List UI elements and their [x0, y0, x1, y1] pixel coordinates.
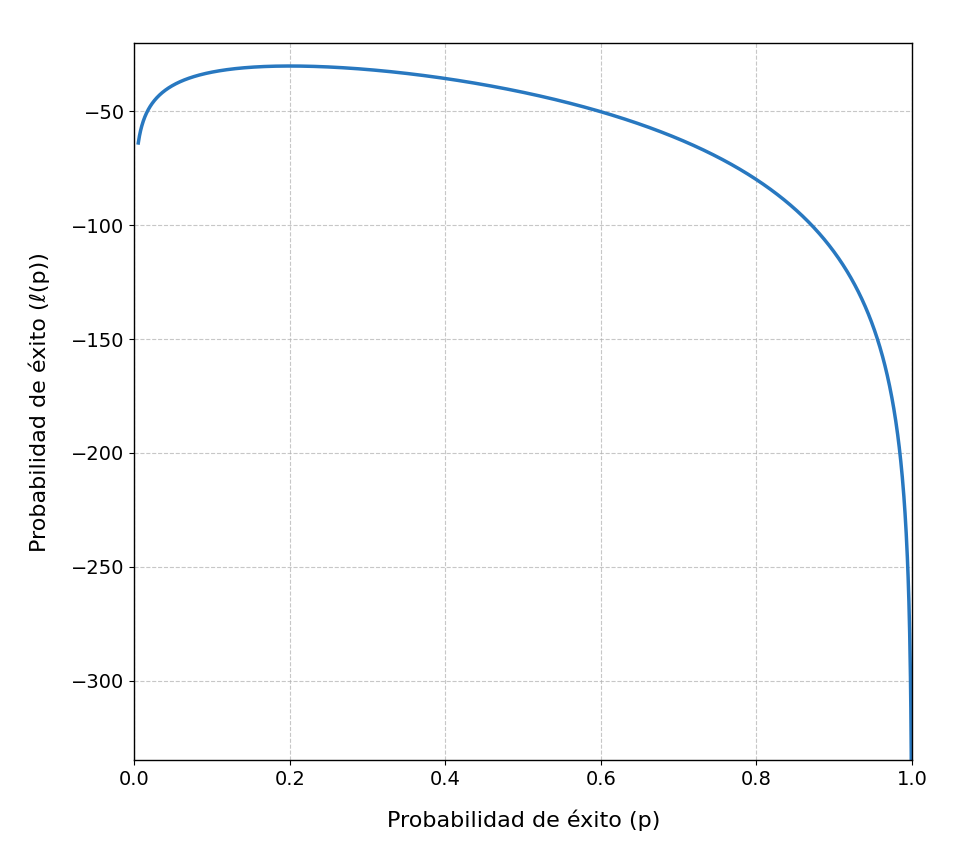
- X-axis label: Probabilidad de éxito (p): Probabilidad de éxito (p): [387, 810, 660, 831]
- Y-axis label: Probabilidad de éxito (ℓ(p)): Probabilidad de éxito (ℓ(p)): [29, 251, 50, 552]
